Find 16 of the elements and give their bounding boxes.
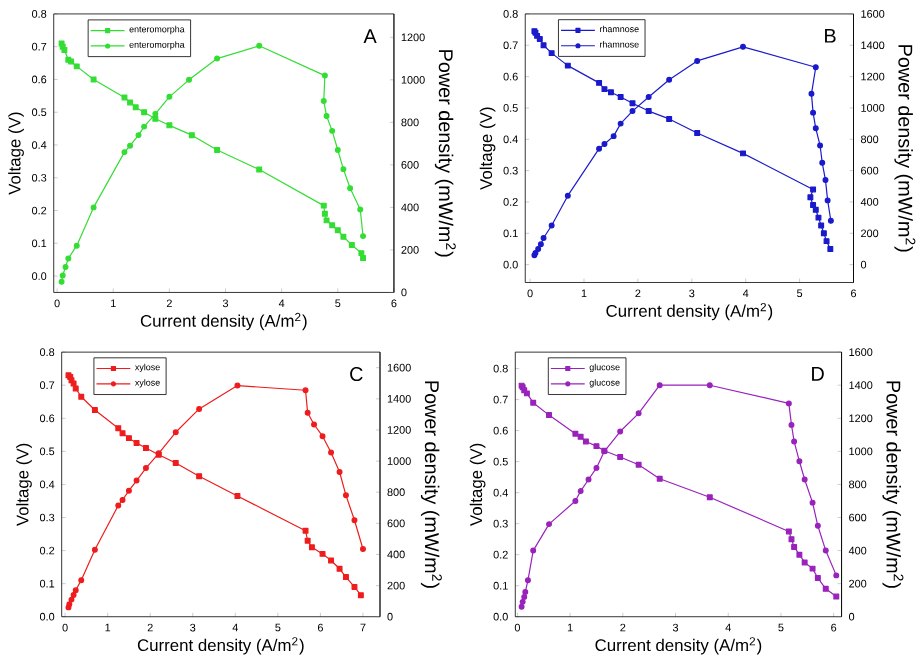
- y2-axis-title: Power density (mW/m$^{2}$): [434, 50, 456, 257]
- annotation: B: [825, 28, 836, 43]
- y-axis-title: Voltage (V): [479, 107, 496, 190]
- y-axis-title: Voltage (V): [469, 443, 486, 526]
- y-axis-title: Voltage (V): [8, 112, 24, 195]
- annotation: A: [363, 29, 377, 43]
- x-axis-title: Current density (A/m$^{2}$): [606, 302, 773, 320]
- y2-axis-title: Power density (mW/m$^{2}$): [882, 381, 904, 588]
- y2-axis-title: Power density (mW/m$^{2}$): [894, 45, 916, 252]
- x-axis-title: Current density (A/m$^{2}$): [140, 312, 307, 330]
- x-axis-title: Current density (A/m$^{2}$): [595, 636, 762, 655]
- annotation: D: [812, 366, 824, 381]
- x-axis-title: Current density (A/m$^{2}$): [137, 636, 304, 655]
- y-axis-title: Voltage (V): [16, 443, 32, 526]
- annotation: C: [350, 366, 363, 381]
- y2-axis-title: Power density (mW/m$^{2}$): [420, 381, 442, 588]
